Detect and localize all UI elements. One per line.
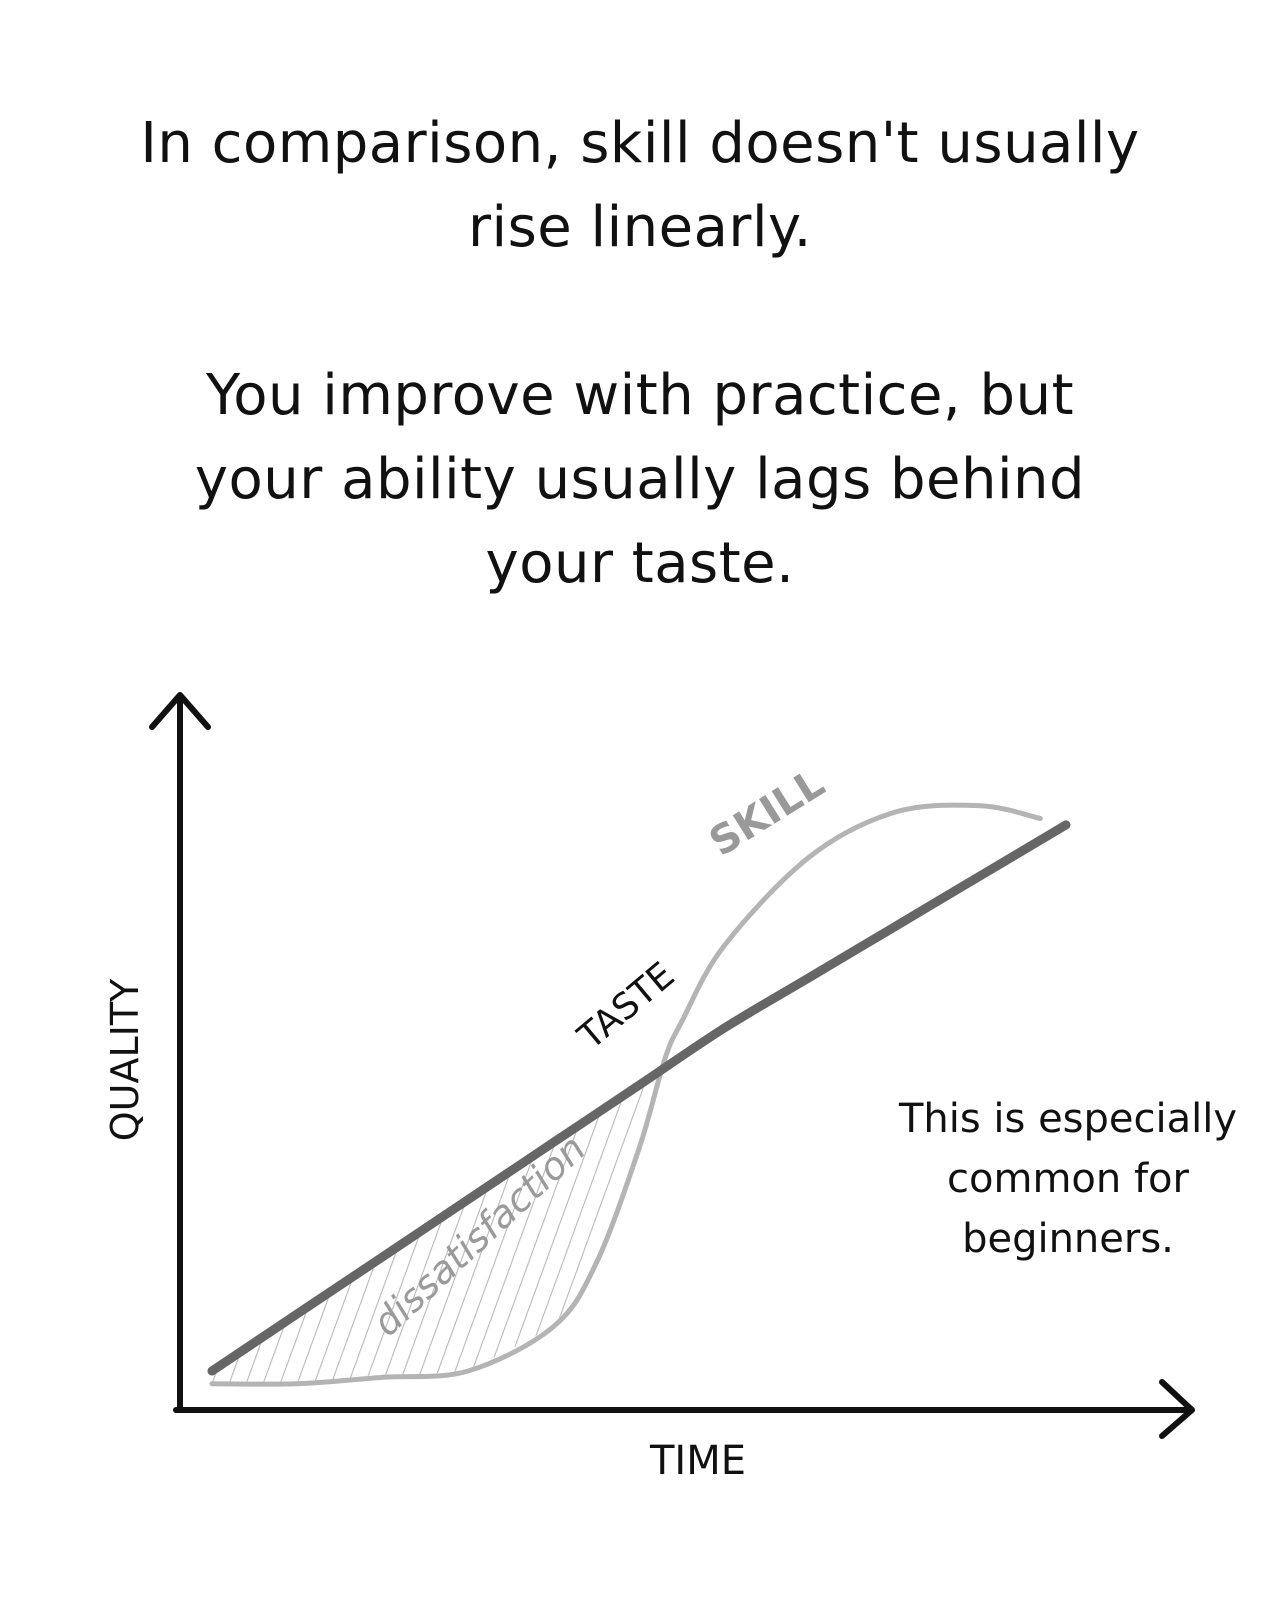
x-axis-arrow [1159, 1379, 1195, 1439]
annotation-line: This is especially [898, 1096, 1237, 1142]
x-axis-label: TIME [649, 1438, 746, 1484]
axes [149, 692, 1195, 1439]
caption-line: your ability usually lags behind [194, 447, 1086, 512]
caption-paragraph-1: In comparison, skill doesn't usually ris… [0, 102, 1280, 270]
caption-line: rise linearly. [468, 195, 812, 260]
y-axis-label: QUALITY [103, 978, 147, 1141]
annotation-line: beginners. [962, 1216, 1174, 1262]
caption-line: You improve with practice, but [205, 363, 1075, 428]
taste-series-label: TASTE [570, 955, 682, 1059]
taste-series-line [207, 820, 1071, 1376]
caption-line: your taste. [485, 531, 795, 596]
caption-line: In comparison, skill doesn't usually [140, 111, 1140, 176]
y-axis-arrow [149, 692, 211, 730]
skill-series-line [209, 802, 1043, 1387]
caption-paragraph-2: You improve with practice, but your abil… [0, 354, 1280, 606]
skill-series-label: SKILL [702, 760, 833, 866]
beginner-annotation: This is especially common for beginners. [898, 1096, 1237, 1262]
annotation-line: common for [947, 1156, 1189, 1202]
